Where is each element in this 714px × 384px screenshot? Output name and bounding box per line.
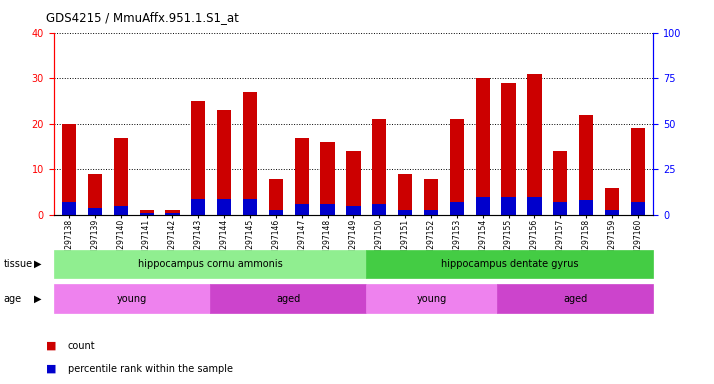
Bar xyxy=(88,208,102,215)
Text: ■: ■ xyxy=(46,364,57,374)
Bar xyxy=(139,213,154,215)
Bar xyxy=(295,137,309,215)
Text: ■: ■ xyxy=(46,341,57,351)
Bar xyxy=(191,199,206,215)
Bar xyxy=(476,78,490,215)
Bar xyxy=(321,142,335,215)
Bar xyxy=(346,206,361,215)
Bar xyxy=(139,210,154,215)
Bar xyxy=(450,119,464,215)
Bar xyxy=(424,210,438,215)
Text: aged: aged xyxy=(563,293,587,304)
Bar xyxy=(630,128,645,215)
Bar xyxy=(553,151,568,215)
Bar xyxy=(243,92,257,215)
Bar xyxy=(217,110,231,215)
Bar xyxy=(372,204,386,215)
Bar xyxy=(62,124,76,215)
Bar xyxy=(166,210,180,215)
Bar xyxy=(605,210,619,215)
Text: hippocampus dentate gyrus: hippocampus dentate gyrus xyxy=(441,259,578,269)
Bar xyxy=(217,199,231,215)
Bar xyxy=(114,206,128,215)
Bar xyxy=(527,74,541,215)
Text: percentile rank within the sample: percentile rank within the sample xyxy=(68,364,233,374)
Bar xyxy=(62,202,76,215)
Text: aged: aged xyxy=(276,293,301,304)
Text: young: young xyxy=(416,293,447,304)
Text: age: age xyxy=(4,293,21,304)
Bar xyxy=(88,174,102,215)
Bar xyxy=(450,202,464,215)
Bar xyxy=(268,210,283,215)
Bar xyxy=(295,204,309,215)
Text: hippocampus cornu ammonis: hippocampus cornu ammonis xyxy=(138,259,282,269)
Bar xyxy=(476,197,490,215)
Bar xyxy=(166,213,180,215)
Text: ▶: ▶ xyxy=(34,293,42,304)
Text: GDS4215 / MmuAffx.951.1.S1_at: GDS4215 / MmuAffx.951.1.S1_at xyxy=(46,12,239,25)
Text: count: count xyxy=(68,341,96,351)
Bar xyxy=(243,199,257,215)
Text: young: young xyxy=(116,293,147,304)
Bar xyxy=(346,151,361,215)
Bar xyxy=(630,202,645,215)
Text: ▶: ▶ xyxy=(34,259,42,269)
Bar xyxy=(398,210,412,215)
Bar xyxy=(553,202,568,215)
Bar xyxy=(501,197,516,215)
Bar xyxy=(398,174,412,215)
Bar xyxy=(605,188,619,215)
Bar xyxy=(579,115,593,215)
Bar xyxy=(114,137,128,215)
Bar xyxy=(501,83,516,215)
Bar xyxy=(424,179,438,215)
Text: tissue: tissue xyxy=(4,259,33,269)
Bar xyxy=(579,200,593,215)
Bar xyxy=(191,101,206,215)
Bar xyxy=(372,119,386,215)
Bar xyxy=(268,179,283,215)
Bar xyxy=(527,197,541,215)
Bar xyxy=(321,204,335,215)
